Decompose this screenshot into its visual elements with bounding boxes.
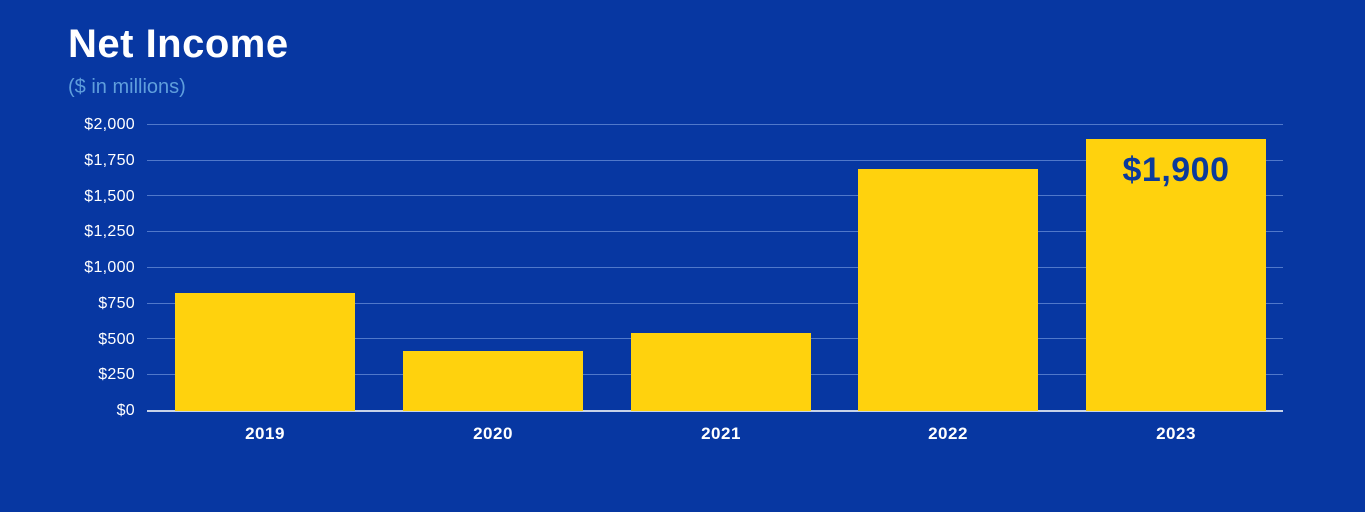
gridline: [147, 160, 1283, 161]
y-tick-label: $1,500: [84, 187, 135, 205]
x-axis-baseline: [147, 410, 1283, 412]
y-tick-label: $1,000: [84, 259, 135, 276]
y-tick-label: $250: [98, 366, 135, 384]
gridline: [147, 124, 1283, 125]
y-tick-label: $2,000: [84, 116, 135, 133]
bar-2020: [403, 351, 583, 411]
bar-2021: [631, 333, 811, 411]
gridline: [147, 231, 1283, 232]
y-tick-label: $1,750: [84, 151, 135, 169]
x-tick-label-2023: 2023: [1156, 424, 1196, 443]
x-tick-label-2021: 2021: [701, 424, 741, 443]
y-tick-label: $0: [116, 402, 135, 419]
y-tick-label: $1,250: [84, 223, 135, 241]
bar-2022: [858, 169, 1038, 411]
gridline: [147, 195, 1283, 196]
y-tick-label: $500: [98, 330, 135, 348]
bar-2023: $1,900: [1086, 139, 1266, 411]
chart-subtitle: ($ in millions): [68, 76, 186, 98]
gridline: [147, 267, 1283, 268]
x-tick-label-2019: 2019: [245, 424, 285, 443]
gridline: [147, 303, 1283, 304]
x-tick-label-2020: 2020: [473, 424, 513, 443]
bar-2019: [175, 293, 355, 411]
chart-title: Net Income: [68, 22, 289, 66]
x-tick-label-2022: 2022: [928, 424, 968, 443]
bar-value-label-2023: $1,900: [1122, 151, 1230, 189]
plot-area: 2019 2020 2021 2022 $1,900 2023: [147, 124, 1283, 443]
y-tick-label: $750: [98, 294, 135, 312]
y-axis: $0 $250 $500 $750 $1,000 $1,250 $1,500 $1,750 $2…: [0, 116, 135, 419]
